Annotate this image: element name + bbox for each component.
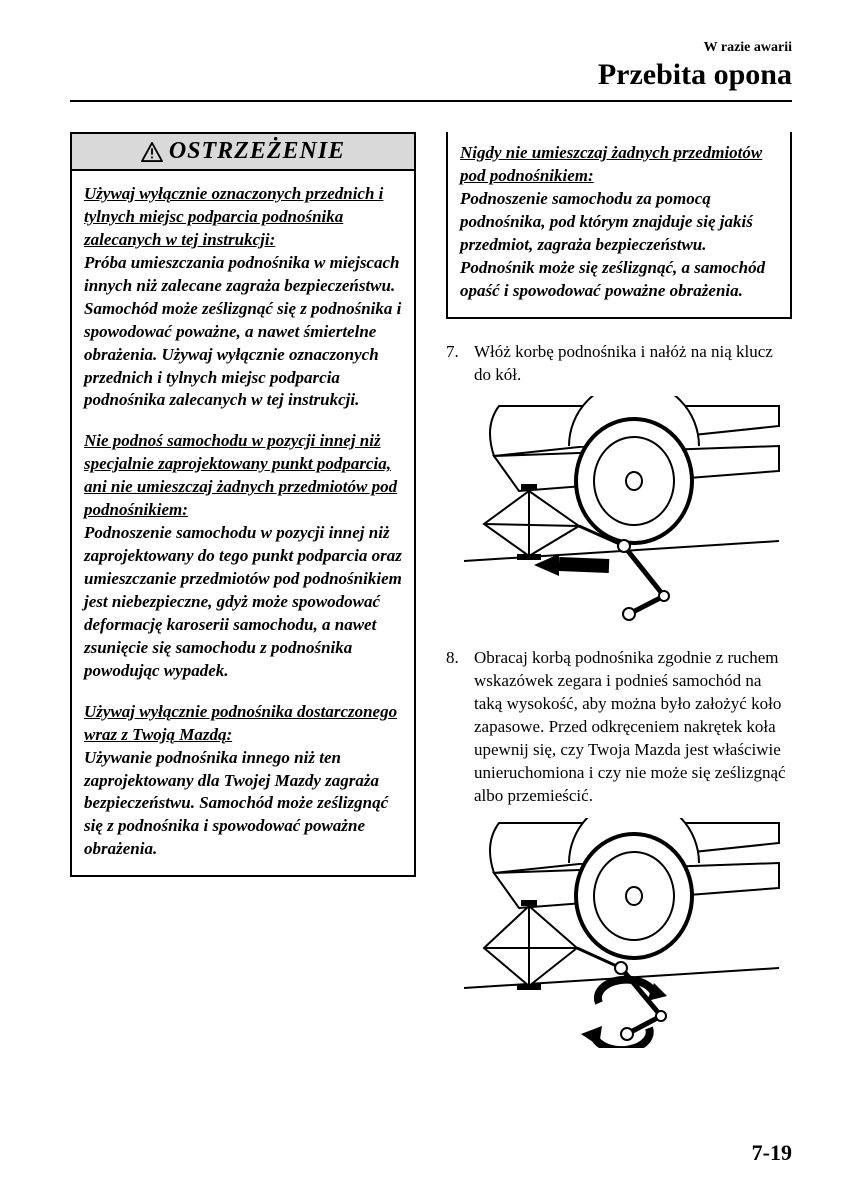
- warning-block-2: Nie podnoś samochodu w pozycji innej niż…: [84, 430, 402, 682]
- warning-heading: Nie podnoś samochodu w pozycji innej niż…: [84, 430, 402, 522]
- step-number: 8.: [446, 647, 464, 808]
- header-rule: [70, 100, 792, 102]
- warning-heading: Używaj wyłącznie oznaczonych przednich i…: [84, 183, 402, 252]
- warning-text: Próba umieszczania podnośnika w miejscac…: [84, 252, 402, 413]
- warning-title-bar: OSTRZEŻENIE: [72, 134, 414, 171]
- right-column: Nigdy nie umieszczaj żadnych przedmiotów…: [446, 132, 792, 1069]
- step-text: Obracaj korbą podnośnika zgodnie z ruche…: [474, 647, 792, 808]
- jack-diagram-rotate: [446, 818, 792, 1048]
- step-7: 7. Włóż korbę podnośnika i nałóż na nią …: [446, 341, 792, 387]
- page-number: 7-19: [752, 1140, 792, 1166]
- warning-block-3: Używaj wyłącznie podnośnika dostarczoneg…: [84, 701, 402, 862]
- jack-diagram-insert: [446, 396, 792, 626]
- step-8: 8. Obracaj korbą podnośnika zgodnie z ru…: [446, 647, 792, 808]
- header-section: W razie awarii: [70, 40, 792, 56]
- content-columns: OSTRZEŻENIE Używaj wyłącznie oznaczonych…: [70, 132, 792, 1069]
- warning-heading: Używaj wyłącznie podnośnika dostarczoneg…: [84, 701, 402, 747]
- header-title: Przebita opona: [70, 58, 792, 92]
- warning-box: OSTRZEŻENIE Używaj wyłącznie oznaczonych…: [70, 132, 416, 877]
- warning-text: Podnoszenie samochodu za pomocą podnośni…: [460, 188, 778, 303]
- step-text: Włóż korbę podnośnika i nałóż na nią klu…: [474, 341, 792, 387]
- warning-block-1: Używaj wyłącznie oznaczonych przednich i…: [84, 183, 402, 412]
- page-header: W razie awarii Przebita opona: [70, 40, 792, 92]
- warning-text: Używanie podnośnika innego niż ten zapro…: [84, 747, 402, 862]
- warning-body: Używaj wyłącznie oznaczonych przednich i…: [72, 171, 414, 875]
- warning-title: OSTRZEŻENIE: [169, 138, 345, 165]
- step-number: 7.: [446, 341, 464, 387]
- left-column: OSTRZEŻENIE Używaj wyłącznie oznaczonych…: [70, 132, 416, 1069]
- warning-text: Podnoszenie samochodu w pozycji innej ni…: [84, 522, 402, 683]
- warning-triangle-icon: [141, 142, 163, 162]
- warning-heading: Nigdy nie umieszczaj żadnych przedmiotów…: [460, 142, 778, 188]
- right-warning-box: Nigdy nie umieszczaj żadnych przedmiotów…: [446, 132, 792, 319]
